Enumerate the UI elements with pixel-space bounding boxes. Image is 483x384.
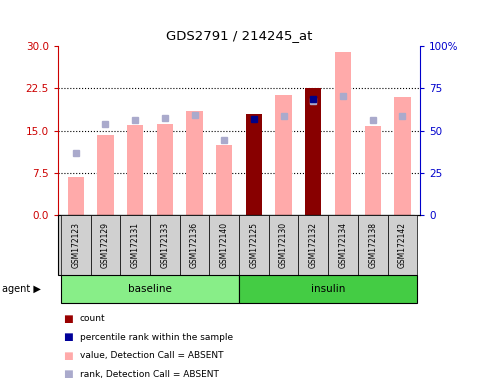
Bar [275, 95, 292, 215]
Bar [186, 111, 203, 215]
Text: ■: ■ [63, 369, 72, 379]
Text: GSM172133: GSM172133 [160, 222, 170, 268]
Bar [335, 52, 351, 215]
Bar [387, 215, 417, 275]
Text: GSM172123: GSM172123 [71, 222, 80, 268]
Bar [61, 215, 91, 275]
Text: GSM172130: GSM172130 [279, 222, 288, 268]
Bar [358, 215, 387, 275]
Text: ■: ■ [63, 314, 72, 324]
Text: GSM172131: GSM172131 [131, 222, 140, 268]
Text: GSM172129: GSM172129 [101, 222, 110, 268]
Bar [305, 88, 322, 215]
Bar [246, 114, 262, 215]
Bar [150, 215, 180, 275]
Text: baseline: baseline [128, 284, 172, 294]
Title: GDS2791 / 214245_at: GDS2791 / 214245_at [166, 29, 313, 42]
Bar [365, 126, 381, 215]
Bar [61, 275, 239, 303]
Bar [97, 134, 114, 215]
Text: GSM172132: GSM172132 [309, 222, 318, 268]
Bar [91, 215, 120, 275]
Bar [298, 215, 328, 275]
Text: rank, Detection Call = ABSENT: rank, Detection Call = ABSENT [80, 369, 219, 379]
Text: agent ▶: agent ▶ [2, 284, 41, 294]
Bar [246, 114, 262, 215]
Text: ■: ■ [63, 351, 72, 361]
Text: count: count [80, 314, 105, 323]
Text: insulin: insulin [311, 284, 345, 294]
Bar [68, 177, 84, 215]
Bar [239, 215, 269, 275]
Bar [239, 275, 417, 303]
Bar [156, 124, 173, 215]
Text: GSM172140: GSM172140 [220, 222, 229, 268]
Text: GSM172136: GSM172136 [190, 222, 199, 268]
Bar [269, 215, 298, 275]
Text: value, Detection Call = ABSENT: value, Detection Call = ABSENT [80, 351, 223, 360]
Bar [394, 97, 411, 215]
Bar [305, 88, 322, 215]
Text: percentile rank within the sample: percentile rank within the sample [80, 333, 233, 342]
Bar [127, 125, 143, 215]
Bar [216, 145, 232, 215]
Text: ■: ■ [63, 332, 72, 342]
Text: GSM172138: GSM172138 [368, 222, 377, 268]
Bar [328, 215, 358, 275]
Bar [120, 215, 150, 275]
Text: GSM172142: GSM172142 [398, 222, 407, 268]
Text: GSM172125: GSM172125 [249, 222, 258, 268]
Text: GSM172134: GSM172134 [339, 222, 347, 268]
Bar [210, 215, 239, 275]
Bar [180, 215, 210, 275]
